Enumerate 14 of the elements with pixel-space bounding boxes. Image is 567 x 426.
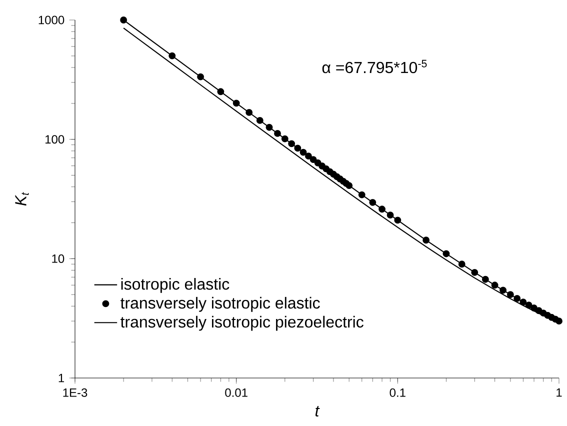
x-tick-label: 0.1	[390, 388, 406, 397]
x-axis-title: t	[316, 406, 320, 417]
y-axis-title: K$_{t}$	[15, 192, 29, 206]
annotation: α =67.795*10$^{-5}$	[322, 60, 427, 74]
y-tick-label: 1000	[38, 16, 64, 24]
x-tick-label: 0.01	[225, 388, 248, 397]
y-tick-label: 1	[58, 374, 64, 382]
y-tick-label: 10	[52, 254, 64, 263]
legend-label: isotropic elastic	[121, 278, 230, 293]
x-tick-label: 1	[556, 388, 562, 397]
legend-label: transversely isotropic piezoelectric	[120, 316, 364, 331]
x-tick-label: 1E-3	[63, 388, 88, 397]
legend-label: transversely isotropic elastic	[120, 296, 320, 312]
y-tick-label: 100	[46, 135, 64, 144]
